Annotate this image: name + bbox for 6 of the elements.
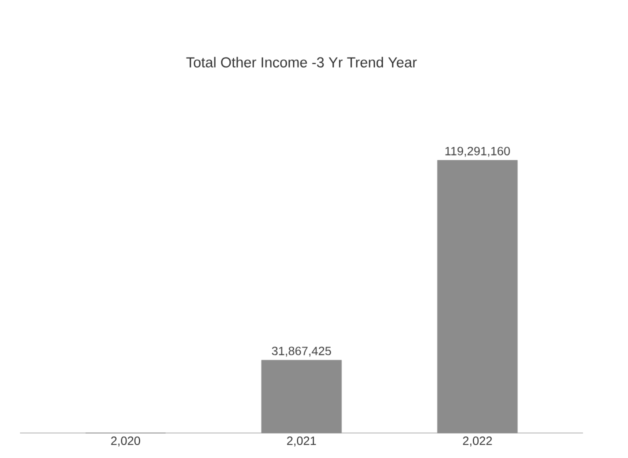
x-tick-label: 2,020: [111, 436, 140, 446]
data-label: 119,291,160: [445, 146, 510, 157]
x-tick-label: 2,021: [287, 436, 316, 446]
data-label: 31,867,425: [272, 346, 332, 357]
chart-title: Total Other Income -3 Yr Trend Year: [186, 56, 417, 68]
x-tick-label: 2,022: [463, 436, 492, 446]
